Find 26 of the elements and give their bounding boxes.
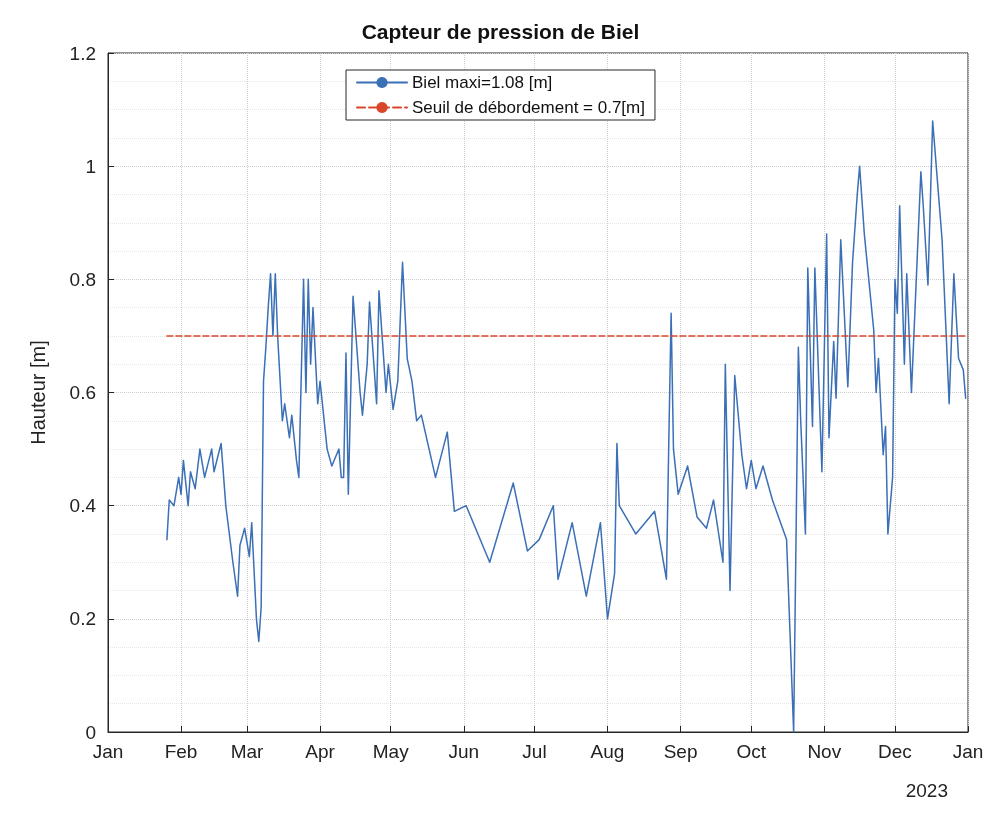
y-tick-label: 0.4 bbox=[69, 495, 97, 517]
x-tick-label: Dec bbox=[878, 741, 912, 762]
chart-title: Capteur de pression de Biel bbox=[361, 20, 640, 43]
y-tick-label: 0.6 bbox=[69, 382, 96, 403]
x-tick-label: Sep bbox=[663, 741, 698, 762]
x-tick-label: Aug bbox=[590, 741, 625, 762]
x-tick-label: Jan bbox=[92, 741, 124, 762]
y-tick-label: 1.2 bbox=[69, 42, 96, 64]
x-tick-label: Oct bbox=[736, 741, 767, 762]
y-tick-label: 0.8 bbox=[69, 268, 96, 290]
y-axis-title: Hauteur [m] bbox=[27, 340, 49, 445]
x-tick-label: Apr bbox=[305, 741, 336, 762]
y-tick-label: 0.2 bbox=[69, 608, 96, 630]
y-tick-label: 0 bbox=[85, 721, 96, 743]
x-tick-label: Jun bbox=[448, 741, 480, 762]
x-tick-label: Feb bbox=[164, 741, 198, 762]
y-tick-label: 1 bbox=[85, 155, 96, 177]
legend-label: Seuil de débordement = 0.7[m] bbox=[412, 98, 645, 117]
x-tick-label: May bbox=[372, 741, 410, 762]
x-tick-label: Jul bbox=[522, 741, 547, 762]
x-tick-label: Jan bbox=[952, 741, 984, 762]
text: 2023 bbox=[905, 780, 949, 801]
line-series bbox=[166, 120, 967, 733]
x-tick-label: Mar bbox=[230, 741, 265, 762]
legend-label: Biel maxi=1.08 [m] bbox=[412, 73, 553, 92]
x-tick-label: Nov bbox=[807, 741, 842, 762]
